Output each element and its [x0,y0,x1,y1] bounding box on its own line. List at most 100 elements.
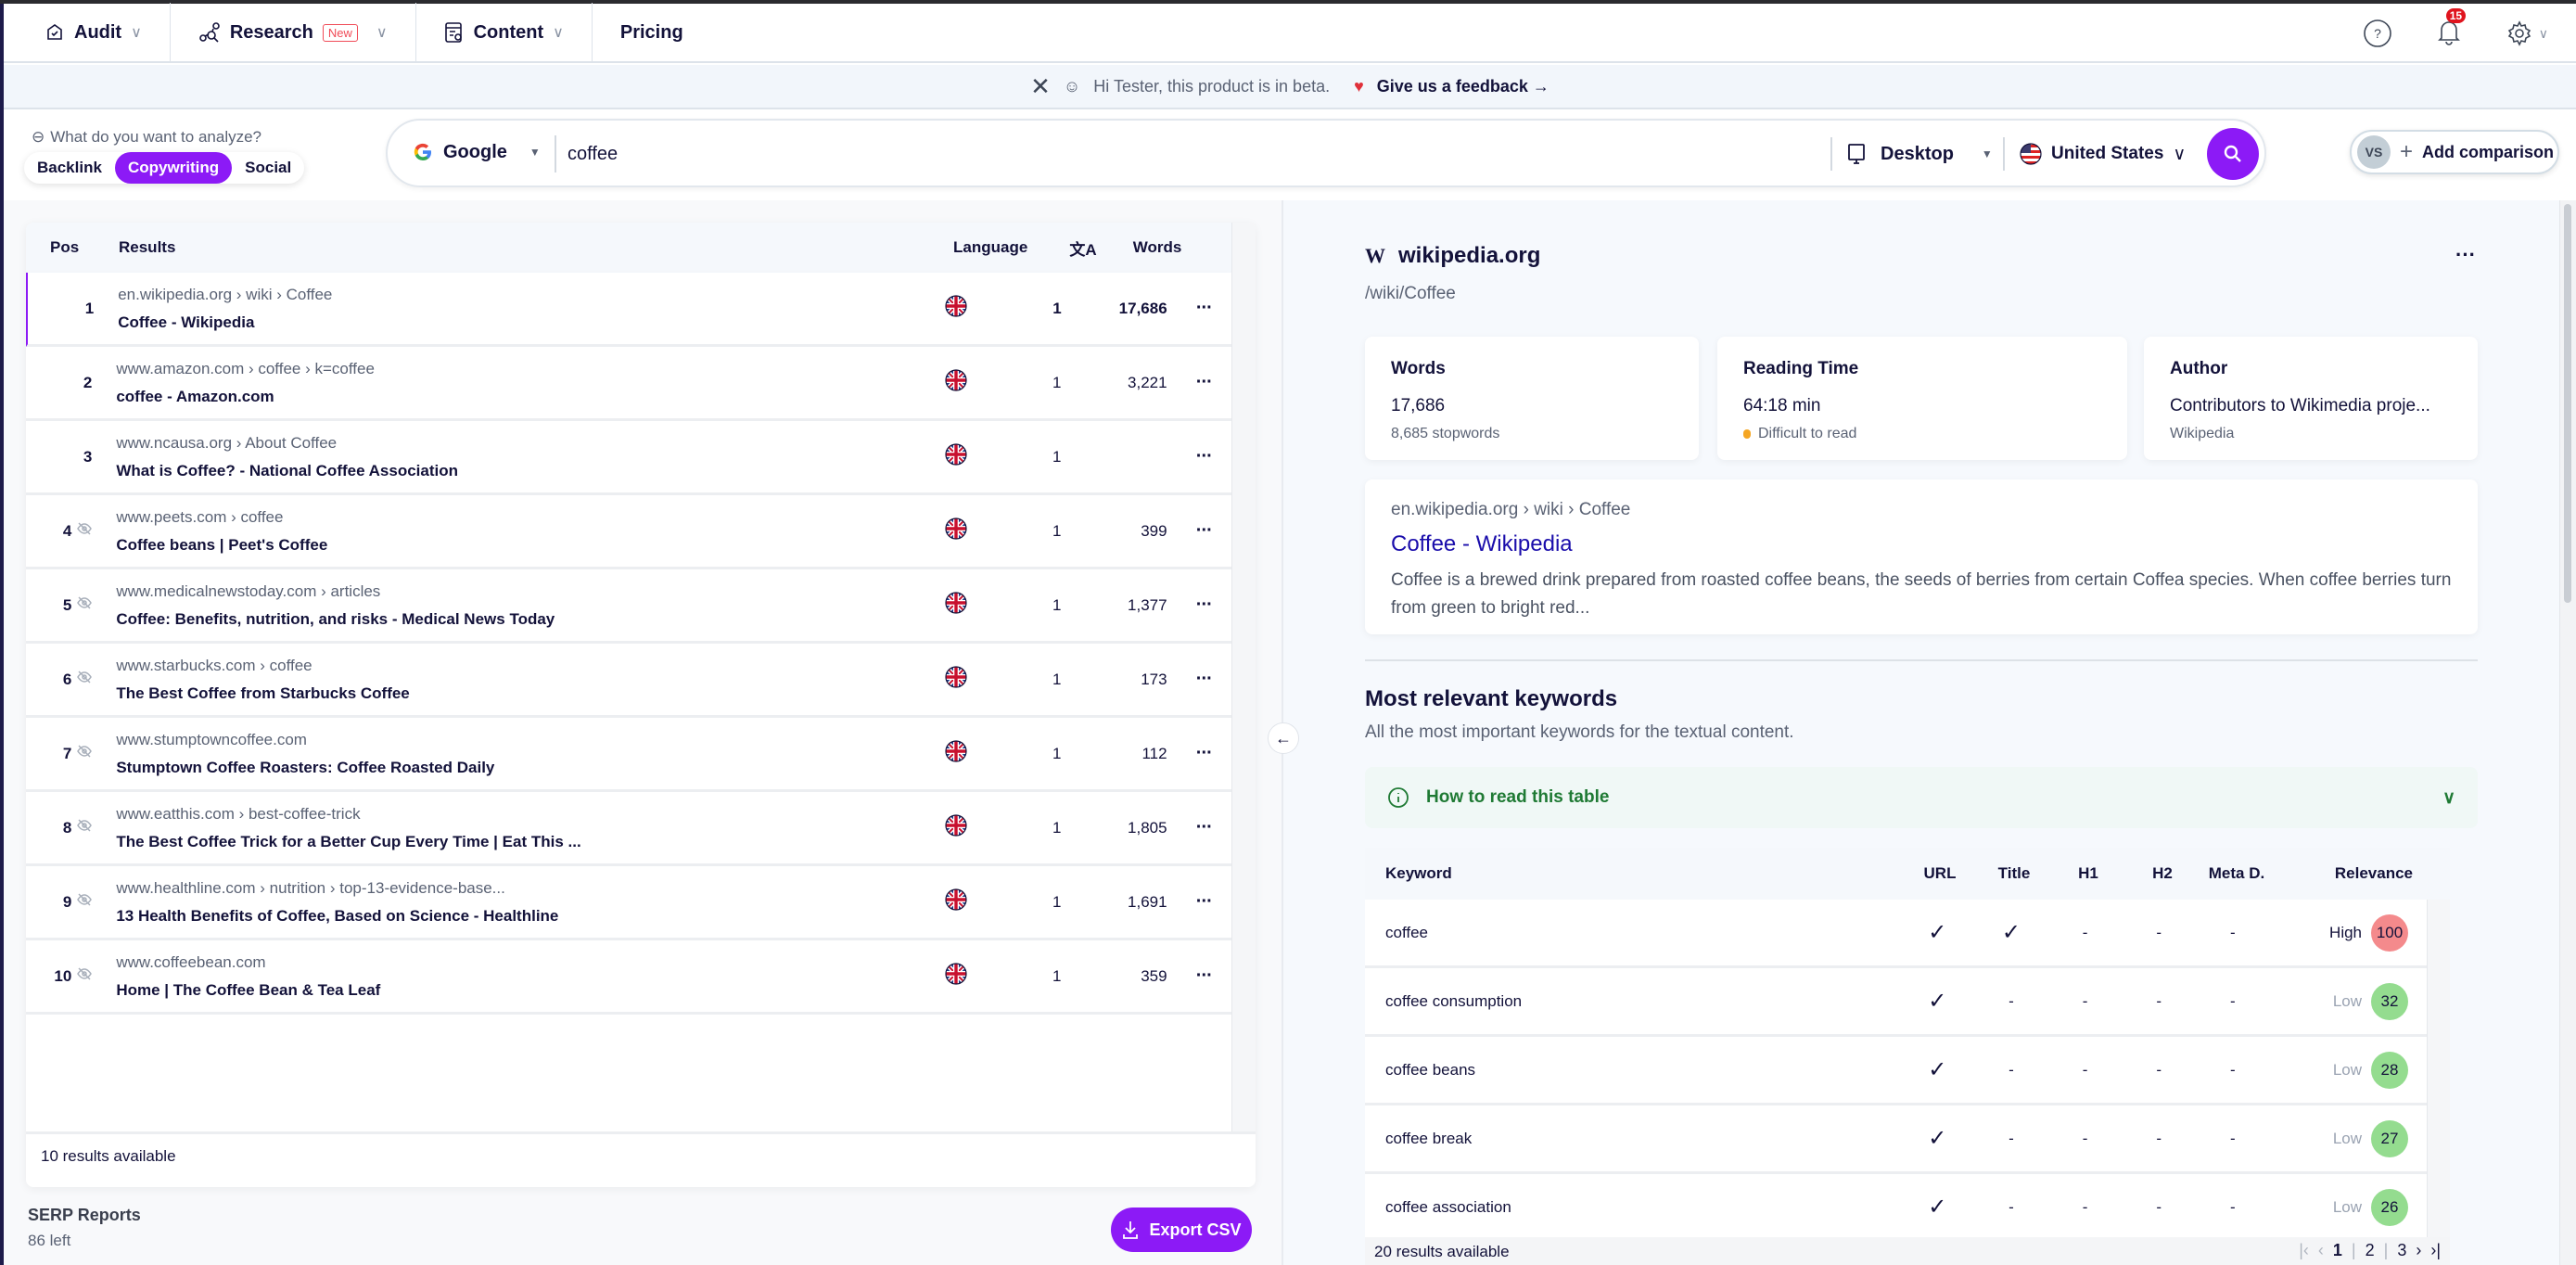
search-input[interactable] [555,135,1575,172]
result-title[interactable]: What is Coffee? - National Coffee Associ… [116,461,458,479]
header-title[interactable]: Title [1997,864,2031,882]
device-select[interactable]: Desktop ▼ [1830,137,1993,171]
more-options-icon[interactable]: ··· [1195,965,1213,986]
tab-backlink[interactable]: Backlink [37,159,102,176]
more-options-icon[interactable]: ··· [1195,891,1213,912]
next-page-icon[interactable]: › [2416,1241,2422,1259]
mode-tabs: Backlink Copywriting Social [24,152,305,184]
detail-scrollbar-thumb[interactable] [2564,204,2571,603]
more-options-icon[interactable]: ··· [1195,669,1213,689]
more-options-icon[interactable]: ··· [2455,243,2476,266]
result-breadcrumb: en.wikipedia.org › wiki › Coffee [118,285,333,303]
keyword-row[interactable]: coffee ✓ ✓ - - - High 100 [1365,900,2427,968]
result-info: www.healthline.com › nutrition › top-13-… [101,879,928,926]
more-options-icon[interactable]: ··· [1195,594,1213,615]
detail-scrollbar[interactable] [2559,200,2576,1265]
header-words[interactable]: Words [1132,238,1182,256]
title-empty: - [2009,1197,2014,1216]
keywords-scrollbar[interactable] [2427,900,2450,1237]
feedback-link[interactable]: Give us a feedback → [1376,76,1549,96]
result-row[interactable]: 10 www.coffeebean.com Home | The Coffee B… [26,940,1231,1015]
how-to-read-accordion[interactable]: How to read this table ∨ [1365,767,2478,828]
settings-button[interactable]: ∨ [2506,19,2548,47]
result-row[interactable]: 8 www.eatthis.com › best-coffee-trick The… [26,792,1231,866]
country-select[interactable]: United States ∨ [2003,137,2186,171]
result-row[interactable]: 3 www.ncausa.org › About Coffee What is C… [26,421,1231,495]
header-keyword[interactable]: Keyword [1385,864,1452,882]
check-icon: ✓ [1928,920,1947,945]
tab-social[interactable]: Social [245,159,292,176]
prev-page-icon[interactable]: ‹ [2317,1241,2324,1259]
header-language[interactable]: Language [953,238,1028,256]
page-2[interactable]: 2 [2365,1241,2375,1259]
h1-value: - [2082,923,2088,941]
results-scrollbar[interactable] [1231,223,1256,1131]
keyword-row[interactable]: coffee beans ✓ - - - - Low 28 [1365,1037,2427,1105]
result-position: 4 [26,521,101,541]
add-comparison-button[interactable]: VS + Add comparison [2350,130,2559,174]
results-table-header: Pos Results Language 文A Words [26,223,1231,273]
engine-select[interactable]: Google ▼ [412,141,541,163]
more-options-icon[interactable]: ··· [1195,743,1213,763]
more-options-icon[interactable]: ··· [1195,446,1213,466]
export-csv-button[interactable]: Export CSV [1111,1208,1252,1252]
result-title[interactable]: 13 Health Benefits of Coffee, Based on S… [116,906,559,925]
page-3[interactable]: 3 [2397,1241,2407,1259]
result-row[interactable]: 1 en.wikipedia.org › wiki › Coffee Coffee… [26,273,1231,347]
result-title[interactable]: The Best Coffee from Starbucks Coffee [116,684,410,702]
result-row[interactable]: 9 www.healthline.com › nutrition › top-1… [26,866,1231,940]
more-options-icon[interactable]: ··· [1195,298,1213,318]
result-title[interactable]: The Best Coffee Trick for a Better Cup E… [116,832,581,850]
result-row[interactable]: 2 www.amazon.com › coffee › k=coffee coff… [26,347,1231,421]
nav-content[interactable]: Content ∨ [416,3,593,62]
header-h1[interactable]: H1 [2078,864,2098,882]
result-row[interactable]: 4 www.peets.com › coffee Coffee beans | P… [26,495,1231,569]
keyword-text: coffee consumption [1385,991,1523,1010]
result-title[interactable]: Coffee beans | Peet's Coffee [116,535,328,554]
difficulty-dot-icon [1743,429,1751,439]
hidden-eye-icon [77,670,93,689]
nav-pricing[interactable]: Pricing [593,3,711,62]
result-row[interactable]: 7 www.stumptowncoffee.com Stumptown Coffe… [26,718,1231,792]
more-options-icon[interactable]: ··· [1195,520,1213,541]
more-options-icon[interactable]: ··· [1195,817,1213,837]
result-title[interactable]: Coffee: Benefits, nutrition, and risks -… [116,609,555,628]
result-title[interactable]: coffee - Amazon.com [116,387,274,405]
header-relevance[interactable]: Relevance [2334,864,2413,882]
tab-copywriting[interactable]: Copywriting [114,152,233,184]
more-options-icon[interactable]: ··· [1195,372,1213,392]
keywords-footer: 20 results available |‹ ‹ 1 | 2 | 3 › ›| [1365,1237,2450,1265]
nav-audit[interactable]: Audit ∨ [4,3,171,62]
page-1[interactable]: 1 [2332,1241,2342,1259]
result-row[interactable]: 6 www.starbucks.com › coffee The Best Cof… [26,644,1231,718]
keyword-row[interactable]: coffee consumption ✓ - - - - Low 32 [1365,968,2427,1037]
header-url[interactable]: URL [1923,864,1957,882]
help-icon[interactable]: ? [2363,19,2392,48]
keyword-row[interactable]: coffee association ✓ - - - - Low 26 [1365,1174,2427,1243]
uk-flag-icon [928,518,1029,544]
collapse-panel-button[interactable]: ← [1268,722,1299,754]
close-icon[interactable]: ✕ [1030,71,1051,100]
result-title[interactable]: Coffee - Wikipedia [118,313,255,331]
first-page-icon[interactable]: |‹ [2299,1241,2309,1259]
result-title[interactable]: Home | The Coffee Bean & Tea Leaf [116,980,381,999]
result-row[interactable]: 5 www.medicalnewstoday.com › articles Cof… [26,569,1231,644]
hidden-eye-icon [77,595,93,615]
audit-icon [47,24,62,40]
keyword-row[interactable]: coffee break ✓ - - - - Low 27 [1365,1105,2427,1174]
notifications-button[interactable]: 15 [2437,7,2467,50]
header-meta[interactable]: Meta D. [2208,864,2265,882]
result-title[interactable]: Stumptown Coffee Roasters: Coffee Roaste… [116,758,495,776]
relevance-score-badge: 28 [2371,1051,2409,1089]
header-pos[interactable]: Pos [50,238,80,256]
arrow-left-icon: ← [1275,728,1292,748]
nav-research[interactable]: Research New ∨ [171,3,416,62]
header-h2[interactable]: H2 [2152,864,2173,882]
relevance-score-badge: 100 [2371,914,2409,952]
language-count: 1 [1052,670,1062,688]
preview-title-link[interactable]: Coffee - Wikipedia [1391,531,1573,556]
last-page-icon[interactable]: ›| [2430,1241,2441,1259]
translate-icon[interactable]: 文A [1069,240,1097,259]
search-button[interactable] [2207,128,2259,180]
header-results: Results [119,238,176,256]
